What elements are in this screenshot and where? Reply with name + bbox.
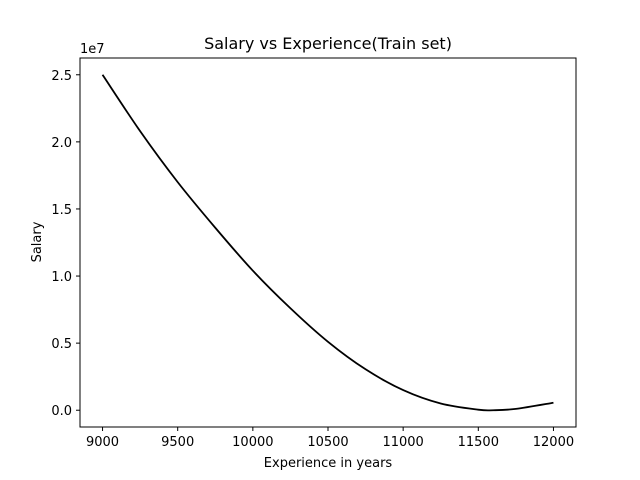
- y-tick-label: 0.5: [51, 337, 72, 352]
- series-line-0: [101, 74, 554, 412]
- y-offset-label: 1e7: [80, 42, 105, 57]
- x-axis-ticks: 9000 9500 10000 10500 11000 11500 12000: [86, 427, 574, 450]
- y-tick-label: 2.5: [51, 69, 72, 84]
- x-axis-label: Experience in years: [264, 456, 393, 471]
- x-tick-label: 9000: [86, 435, 119, 450]
- y-tick-label: 0.0: [51, 404, 72, 419]
- x-tick-label: 10000: [232, 435, 273, 450]
- x-tick-label: 9500: [161, 435, 194, 450]
- plot-layer: [101, 74, 554, 412]
- y-axis-ticks: 0.0 0.5 1.0 1.5 2.0 2.5: [51, 69, 80, 419]
- x-tick-label: 11000: [382, 435, 423, 450]
- y-tick-label: 1.0: [51, 270, 72, 285]
- y-tick-label: 1.5: [51, 203, 72, 218]
- y-tick-label: 2.0: [51, 136, 72, 151]
- x-tick-label: 11500: [458, 435, 499, 450]
- chart-title: Salary vs Experience(Train set): [204, 34, 452, 53]
- x-tick-label: 12000: [533, 435, 574, 450]
- y-axis-label: Salary: [30, 221, 45, 262]
- x-tick-label: 10500: [307, 435, 348, 450]
